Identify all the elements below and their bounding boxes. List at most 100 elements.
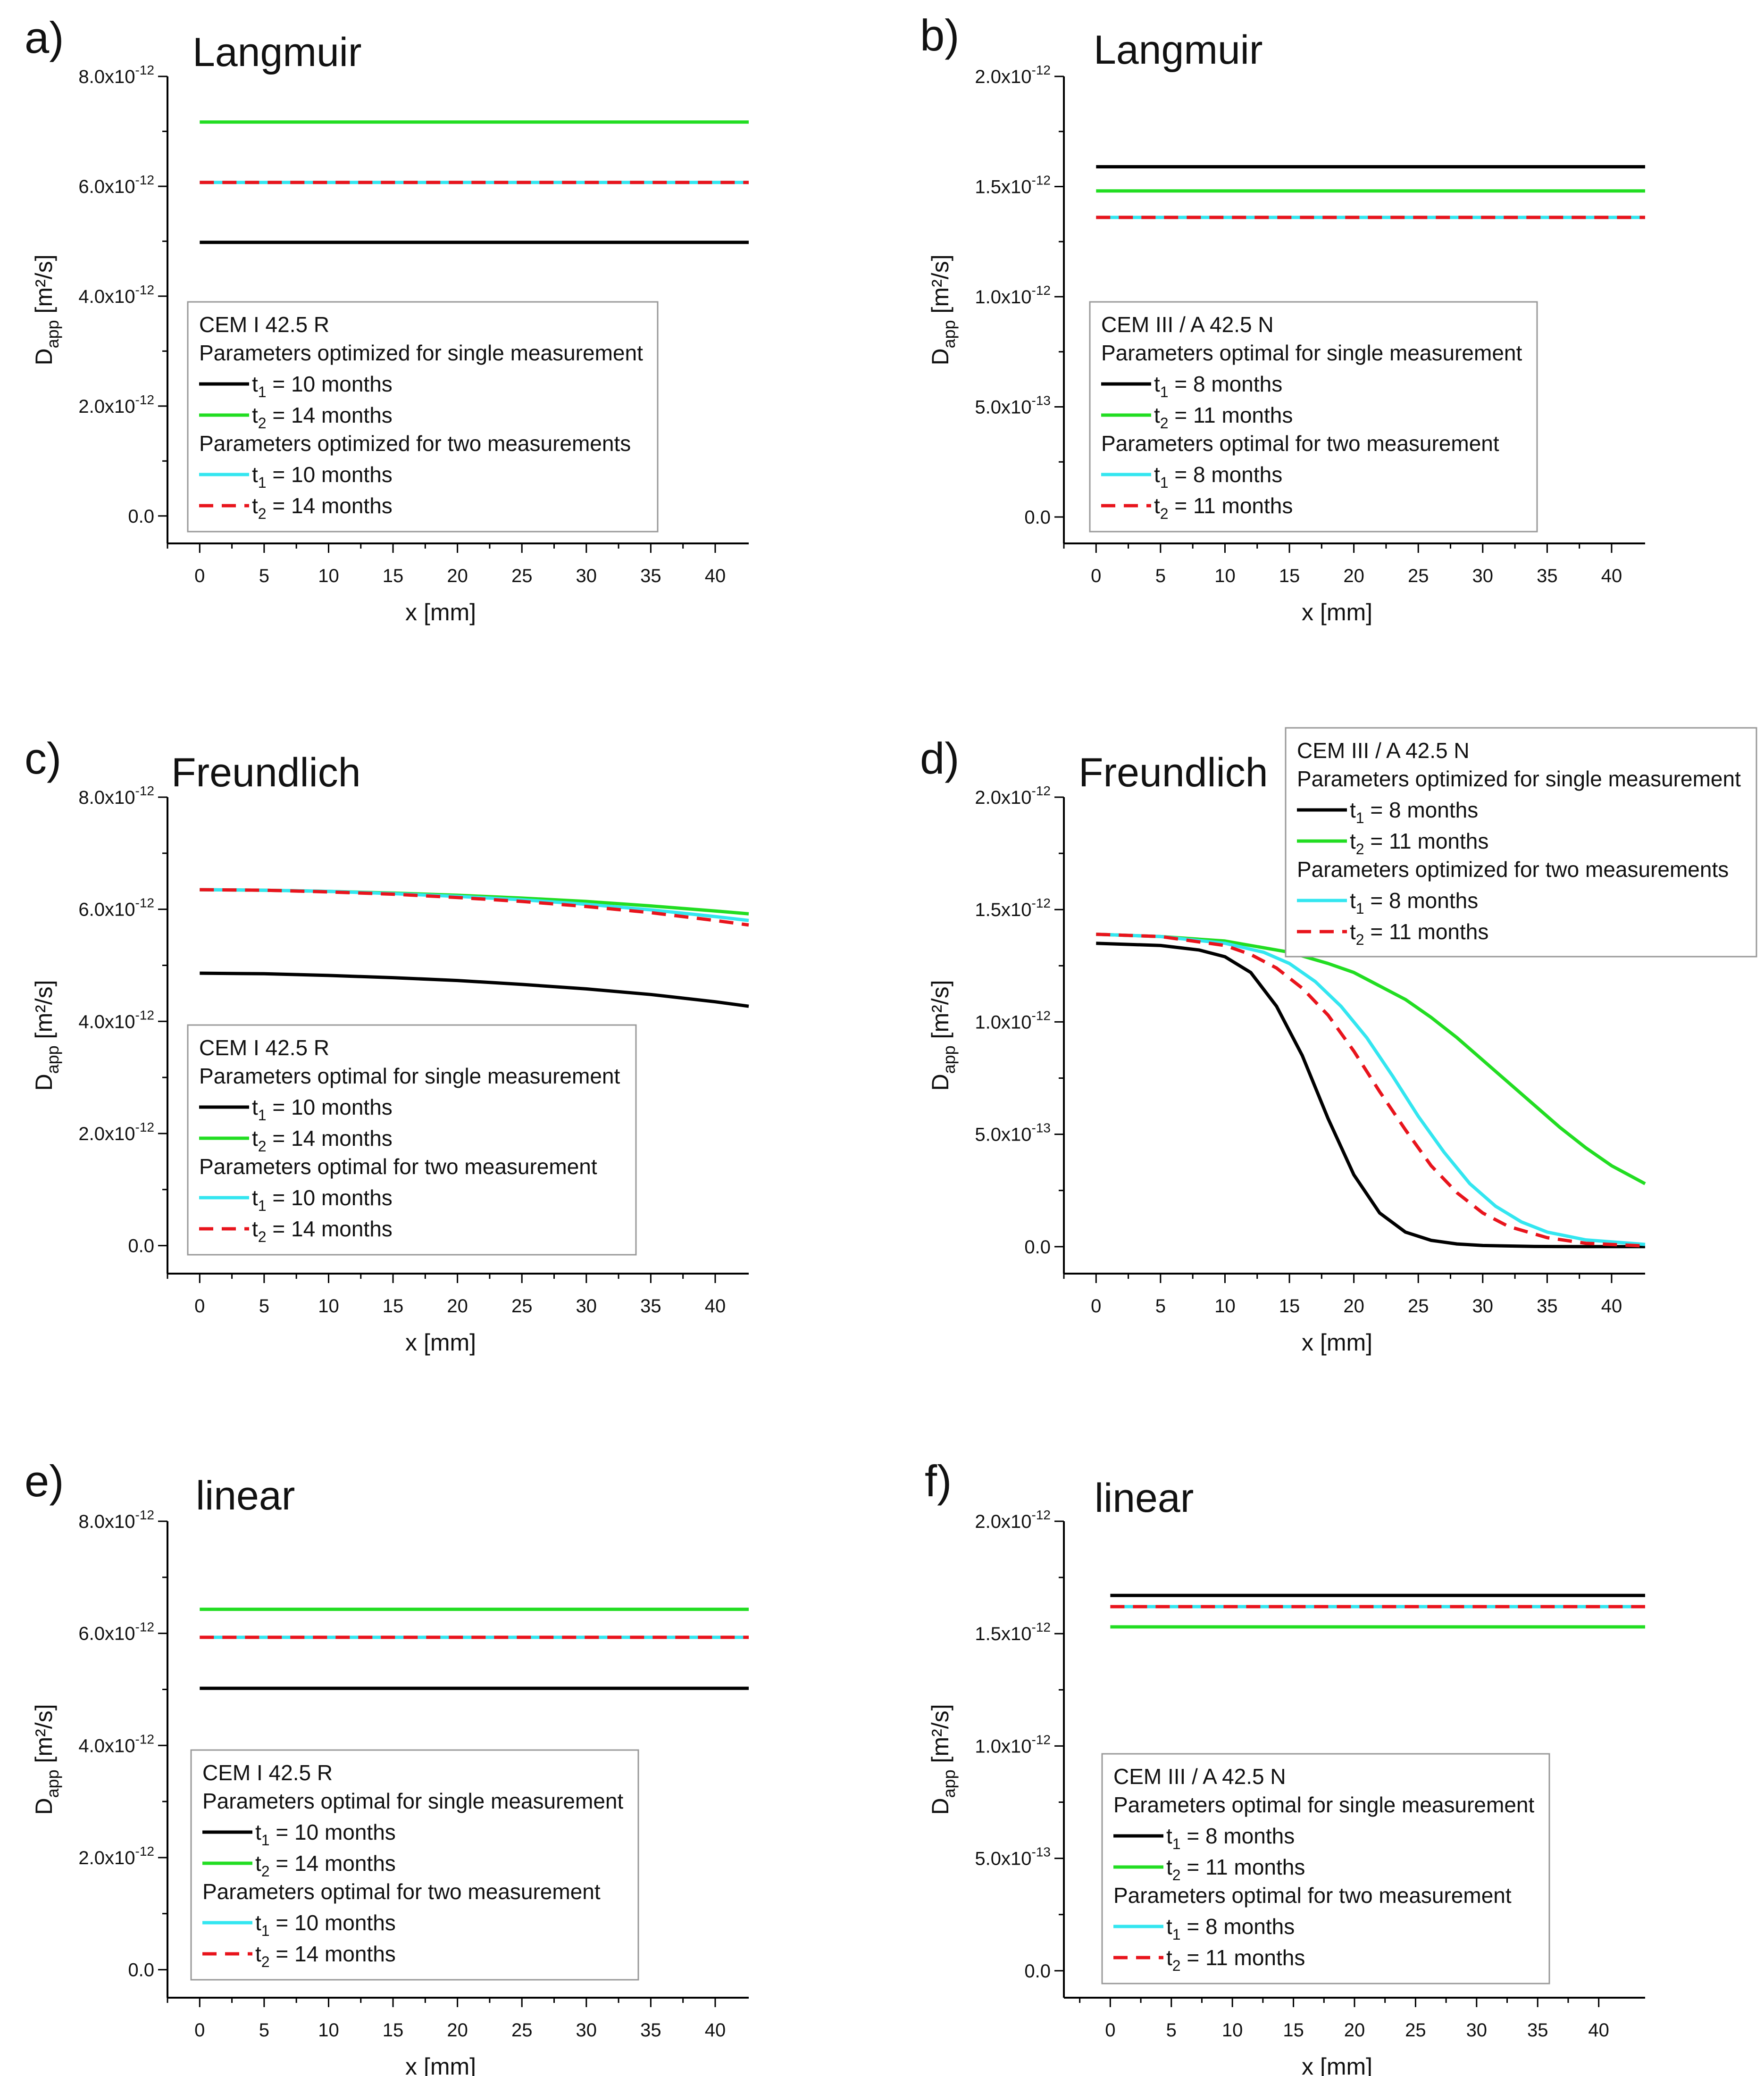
y-tick-label: 5.0x10-13 — [975, 1845, 1051, 1869]
x-tick-label: 15 — [383, 1296, 404, 1317]
y-tick-mantissa: 4.0x10 — [78, 1011, 135, 1032]
chart-panel-f: f) linear0.05.0x10-131.0x10-121.5x10-122.… — [925, 1456, 1645, 2076]
y-tick-mantissa: 5.0x10 — [975, 1125, 1031, 1145]
legend-entry-text: = 10 months — [270, 1910, 396, 1935]
legend-entry-text: = 8 months — [1364, 798, 1479, 822]
x-tick-label: 0 — [1091, 566, 1101, 586]
y-axis-label: Dapp [m²/s] — [927, 980, 959, 1091]
legend-entry-text: = 8 months — [1169, 462, 1283, 487]
y-tick-exponent: -12 — [135, 1120, 154, 1134]
y-tick-exponent: -13 — [1032, 1121, 1051, 1135]
legend-entry: t2 = 14 months — [255, 1851, 396, 1880]
y-tick-label: 2.0x10-12 — [78, 1120, 154, 1144]
y-tick-mantissa: 1.5x10 — [975, 1624, 1031, 1644]
y-tick-exponent: -12 — [135, 283, 154, 297]
legend-entry-sub: 1 — [1356, 900, 1364, 917]
y-tick-mantissa: 2.0x10 — [78, 396, 135, 417]
panel-label: c) — [25, 734, 61, 783]
y-tick-label: 1.5x10-12 — [975, 173, 1051, 197]
y-tick-label: 8.0x10-12 — [78, 1508, 154, 1532]
y-tick-mantissa: 6.0x10 — [78, 176, 135, 197]
legend-entry: t1 = 8 months — [1350, 888, 1478, 917]
y-tick-label: 6.0x10-12 — [78, 173, 154, 197]
chart-panel-d: d) Freundlich0.05.0x10-131.0x10-121.5x10-… — [920, 727, 1757, 1356]
y-tick-exponent: -12 — [1032, 1508, 1051, 1522]
y-tick-mantissa: 1.0x10 — [975, 287, 1031, 308]
y-axis-label-main: D — [927, 348, 953, 365]
legend-group-heading: Parameters optimal for two measurement — [1101, 431, 1499, 456]
y-axis-label-main: D — [31, 1798, 57, 1815]
panel-label: e) — [25, 1456, 64, 1506]
legend-entry: t1 = 10 months — [252, 1095, 393, 1124]
legend-entry-t: t — [255, 1942, 261, 1966]
y-tick-mantissa: 2.0x10 — [78, 1848, 135, 1868]
y-tick-mantissa: 4.0x10 — [78, 286, 135, 307]
x-tick-label: 20 — [447, 566, 468, 586]
x-axis-label: x [mm] — [1302, 1329, 1372, 1356]
legend-entry-t: t — [252, 403, 258, 427]
y-axis-label-main: D — [31, 348, 57, 365]
x-tick-label: 30 — [576, 566, 597, 586]
x-tick-label: 30 — [576, 2020, 597, 2041]
legend-group-heading: Parameters optimal for single measuremen… — [202, 1789, 623, 1813]
y-axis-label-sub: app — [43, 320, 62, 348]
legend-entry-t: t — [255, 1851, 261, 1876]
x-tick-label: 0 — [194, 566, 205, 586]
legend-entry-text: = 14 months — [270, 1942, 396, 1966]
legend-title: CEM III / A 42.5 N — [1113, 1764, 1286, 1789]
y-tick-exponent: -12 — [135, 1508, 154, 1522]
y-tick-mantissa: 8.0x10 — [78, 787, 135, 808]
y-tick-mantissa: 0.0 — [128, 506, 154, 527]
legend-entry: t2 = 11 months — [1154, 493, 1293, 522]
x-tick-label: 10 — [1214, 1296, 1236, 1317]
legend: CEM III / A 42.5 N Parameters optimized f… — [1285, 727, 1757, 958]
y-axis-label-main: D — [927, 1074, 953, 1091]
y-tick-label: 5.0x10-13 — [975, 1121, 1051, 1145]
x-tick-label: 15 — [1279, 566, 1300, 586]
legend-entry-t: t — [252, 1217, 258, 1241]
y-tick-mantissa: 0.0 — [128, 1236, 154, 1257]
x-tick-label: 20 — [1343, 566, 1364, 586]
x-tick-label: 40 — [1588, 2020, 1609, 2041]
x-tick-label: 20 — [447, 2020, 468, 2041]
x-axis-label: x [mm] — [405, 2053, 476, 2076]
legend-entry-text: = 10 months — [267, 1185, 393, 1210]
legend: CEM I 42.5 R Parameters optimized for sin… — [187, 301, 659, 533]
legend-box — [1101, 1753, 1550, 1984]
y-tick-label: 5.0x10-13 — [975, 393, 1051, 417]
legend-entry-text: = 14 months — [267, 493, 393, 518]
y-tick-label: 6.0x10-12 — [78, 1620, 154, 1644]
legend-entry: t2 = 14 months — [252, 1126, 393, 1155]
y-axis-label-main: D — [31, 1074, 57, 1091]
legend-entry-text: = 11 months — [1169, 403, 1293, 427]
y-axis-label-sub: app — [43, 1045, 62, 1074]
chart-panel-c: c) Freundlich0.02.0x10-124.0x10-126.0x10-… — [25, 734, 749, 1356]
y-axis-label-sub: app — [939, 1045, 959, 1074]
legend-entry-t: t — [1154, 462, 1160, 487]
y-tick-label: 2.0x10-12 — [975, 1508, 1051, 1532]
legend-entry-text: = 10 months — [267, 462, 393, 487]
y-axis-label: Dapp [m²/s] — [927, 1704, 959, 1815]
legend-entry-sub: 1 — [258, 1197, 267, 1214]
legend-entry: t1 = 10 months — [255, 1820, 396, 1849]
y-tick-label: 4.0x10-12 — [78, 283, 154, 307]
legend-entry-sub: 2 — [261, 1953, 270, 1970]
x-tick-label: 35 — [640, 2020, 661, 2041]
y-tick-mantissa: 1.0x10 — [975, 1012, 1031, 1033]
x-tick-label: 0 — [194, 1296, 205, 1317]
legend-group-heading: Parameters optimal for single measuremen… — [1101, 341, 1522, 365]
chart-title: Freundlich — [1078, 750, 1268, 795]
x-tick-label: 25 — [1408, 1296, 1429, 1317]
legend-box — [187, 301, 659, 533]
y-tick-exponent: -12 — [135, 1844, 154, 1859]
y-tick-exponent: -12 — [135, 1732, 154, 1746]
y-tick-label: 2.0x10-12 — [78, 1844, 154, 1868]
x-tick-label: 40 — [1601, 1296, 1622, 1317]
legend-entry-sub: 2 — [258, 1138, 267, 1155]
y-tick-mantissa: 6.0x10 — [78, 900, 135, 920]
y-tick-label: 1.0x10-12 — [975, 283, 1051, 308]
x-tick-label: 40 — [705, 1296, 726, 1317]
x-tick-label: 15 — [383, 2020, 404, 2041]
legend-title: CEM III / A 42.5 N — [1297, 738, 1470, 763]
legend-entry-sub: 2 — [261, 1863, 270, 1880]
